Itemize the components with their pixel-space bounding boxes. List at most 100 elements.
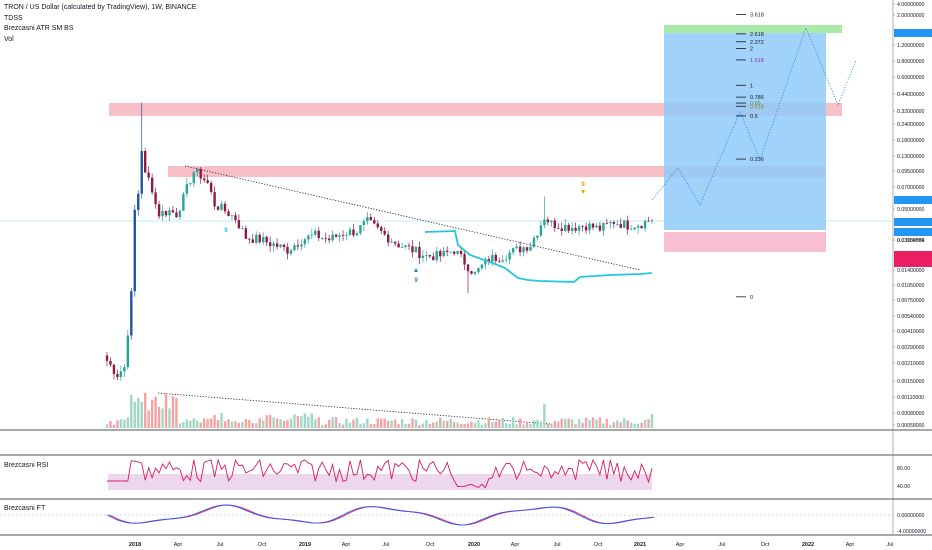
price-tick-label: 4.00000000 — [897, 2, 925, 8]
volume-bar — [314, 419, 317, 428]
candle-body — [418, 246, 421, 259]
time-axis-label: 2018 — [129, 542, 141, 548]
indicator-vol[interactable]: Vol — [4, 35, 14, 43]
candle-body — [348, 229, 352, 236]
volume-bar — [623, 418, 626, 428]
symbol-title[interactable]: TRON / US Dollar (calculated by TradingV… — [4, 4, 197, 11]
volume-bar — [564, 418, 567, 428]
volume-bar — [324, 424, 327, 428]
candle-body — [397, 243, 400, 248]
volume-bar — [154, 396, 157, 428]
candle-body — [255, 234, 258, 243]
volume-bar — [150, 399, 154, 428]
volume-bar — [223, 421, 227, 428]
volume-bar — [237, 422, 241, 428]
candle-body — [470, 271, 473, 274]
candle-body — [154, 192, 157, 205]
price-tick-label: 0.00210000 — [897, 361, 925, 367]
time-axis-label: Jul — [216, 542, 223, 548]
rsi-band — [108, 474, 652, 490]
volume-bar — [518, 418, 522, 428]
candle-body — [237, 220, 241, 229]
candle-body — [262, 237, 265, 243]
candle-body — [150, 177, 154, 193]
time-axis-label: Oct — [761, 542, 770, 548]
volume-bar — [414, 419, 418, 428]
ft-pane-label[interactable]: Brezcasni FT — [4, 505, 46, 512]
volume-bar — [546, 423, 550, 428]
candle-body — [327, 238, 331, 241]
volume-trend-line — [157, 392, 551, 425]
volume-bar — [393, 419, 397, 428]
candle-body — [511, 248, 515, 253]
candle-body — [303, 239, 307, 245]
target-zone — [664, 33, 826, 230]
time-axis-label: Apr — [342, 542, 351, 548]
volume-bar — [491, 422, 494, 428]
volume-bar — [366, 418, 369, 428]
indicator-tdss[interactable]: TDSS — [4, 14, 23, 22]
candle-body — [126, 335, 130, 368]
candle-body — [244, 228, 248, 239]
indicator-atr[interactable]: Brezcasni ATR SM BS — [4, 25, 74, 32]
time-axis-label: Jul — [718, 542, 725, 548]
td-signal-label: 9 — [224, 228, 228, 234]
price-tag — [894, 259, 932, 267]
candle-body — [494, 254, 497, 261]
candle-body — [275, 243, 279, 247]
sell-arrow-icon — [581, 190, 585, 194]
candle-body — [112, 364, 116, 374]
candle-body — [584, 226, 588, 231]
candle-body — [459, 251, 463, 255]
volume-bar — [612, 422, 616, 428]
candle-body — [543, 219, 546, 226]
price-tick-label: 0.18000000 — [897, 138, 925, 144]
volume-bar — [508, 423, 511, 428]
volume-bar — [338, 422, 341, 428]
volume-bar — [647, 419, 650, 428]
candle-body — [393, 241, 397, 244]
candle-body — [445, 250, 449, 252]
volume-bar — [588, 419, 591, 428]
volume-bar — [484, 423, 487, 428]
price-tick-label: 0.07000000 — [897, 185, 925, 191]
fib-level-label: 2.272 — [750, 40, 764, 46]
volume-bar — [352, 419, 355, 428]
time-axis-label: Apr — [174, 542, 183, 548]
time-axis-label: Apr — [511, 542, 520, 548]
candle-body — [623, 220, 626, 228]
candle-body — [484, 258, 487, 265]
candle-body — [595, 225, 598, 228]
candle-body — [279, 244, 282, 247]
volume-bar — [501, 418, 504, 428]
candle-body — [199, 169, 202, 179]
candle-body — [383, 230, 386, 235]
price-tick-label: 0.32000000 — [897, 109, 925, 115]
volume-bar — [421, 423, 425, 428]
volume-bar — [234, 421, 237, 428]
volume-bar — [425, 420, 428, 428]
volume-bar — [570, 419, 574, 428]
volume-bar — [303, 413, 307, 428]
candle-body — [192, 172, 195, 184]
candle-body — [338, 235, 341, 237]
candle-body — [421, 255, 425, 259]
volume-bar — [629, 422, 633, 428]
time-axis-label: Jul — [553, 542, 560, 548]
candle-body — [560, 228, 563, 231]
rsi-pane-label[interactable]: Brezcasni RSI — [4, 462, 49, 469]
candle-body — [473, 272, 477, 274]
candle-body — [289, 250, 293, 254]
projection-path — [651, 26, 857, 206]
volume-bar — [449, 418, 452, 428]
candle-body — [386, 234, 390, 243]
price-tick-label: 0.44000000 — [897, 92, 925, 98]
fib-level-label: 0 — [750, 295, 753, 301]
volume-bar — [202, 418, 206, 428]
volume-bar — [185, 419, 189, 428]
fib-level-label: 2.618 — [750, 32, 764, 38]
fib-level-label: 0.236 — [750, 157, 764, 163]
td-signal-label: 9 — [414, 278, 418, 284]
time-axis-label: Apr — [846, 542, 855, 548]
